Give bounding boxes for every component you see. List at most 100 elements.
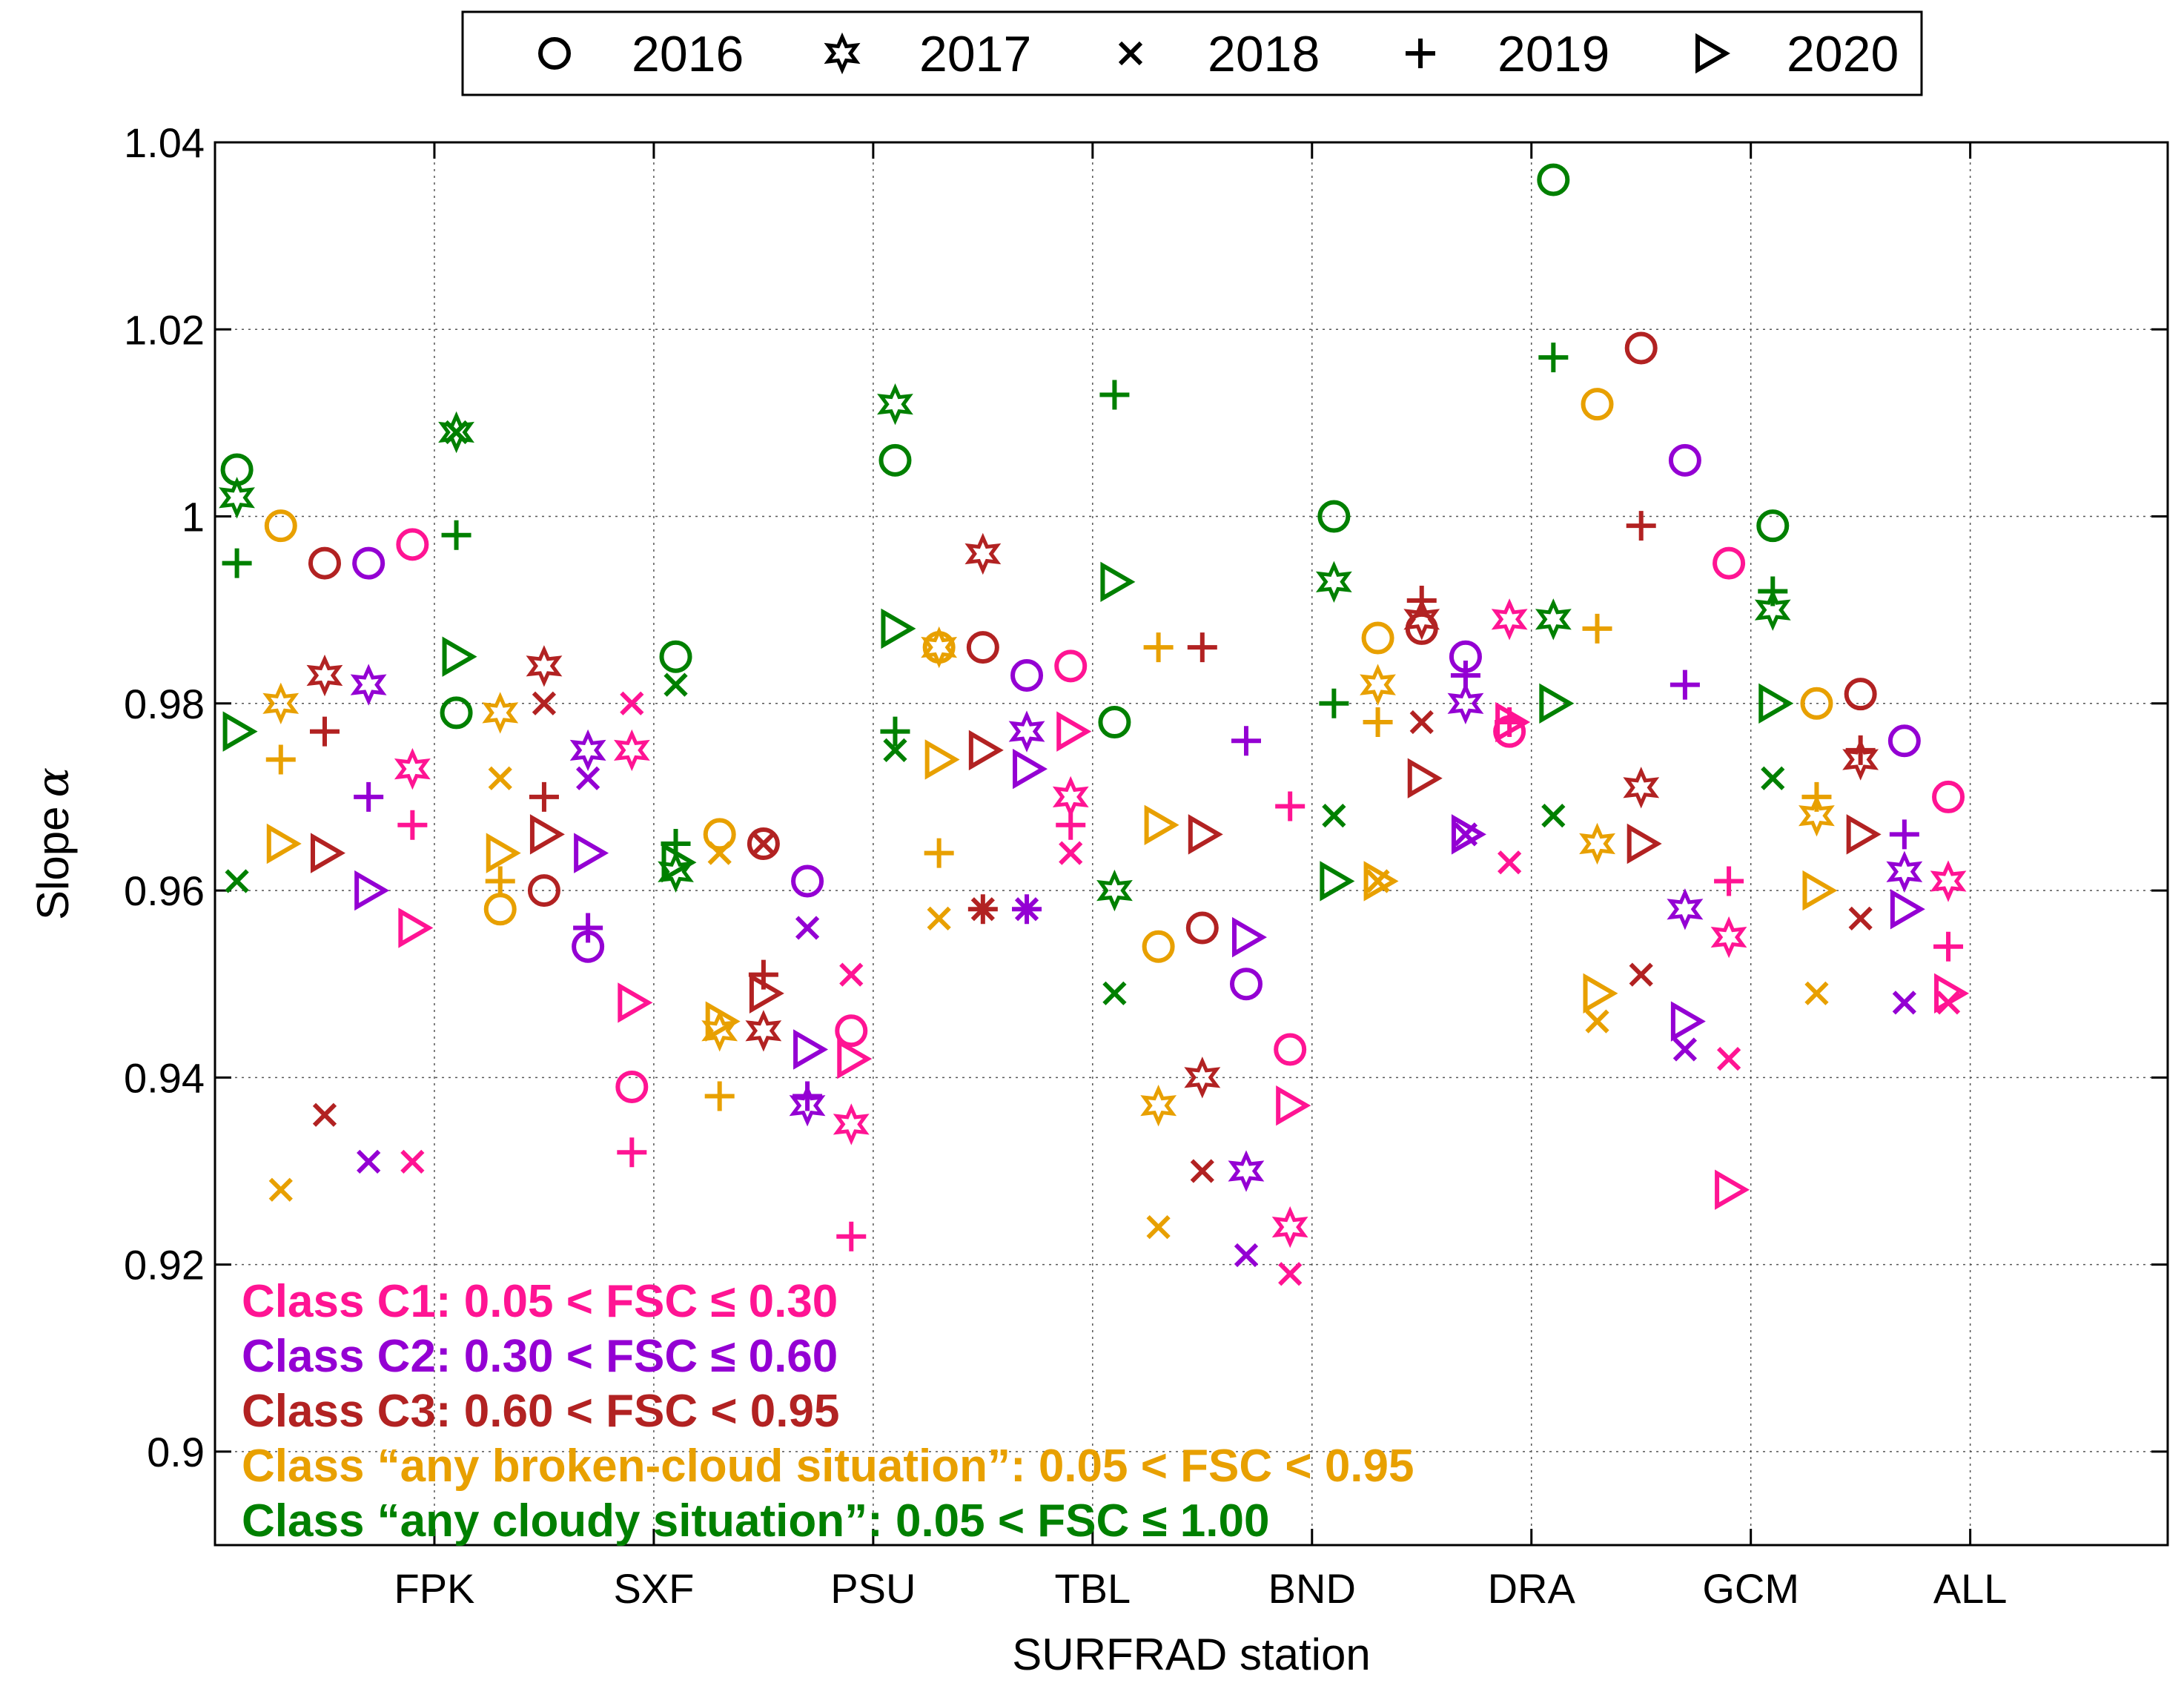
data-point-circle (527, 874, 560, 907)
data-point-circle (878, 443, 912, 477)
legend-label: 2019 (1498, 26, 1609, 82)
data-point-triangle (1670, 1001, 1706, 1042)
data-point-triangle (1846, 814, 1882, 855)
data-point-x (883, 738, 907, 762)
data-point-star (1842, 738, 1879, 781)
data-point-triangle (749, 973, 784, 1014)
x-tick-label: BND (1268, 1565, 1356, 1612)
data-point-triangle (618, 982, 653, 1023)
data-point-star (1140, 1085, 1177, 1127)
data-point-x (312, 1102, 337, 1127)
y-tick-label: 1.02 (124, 306, 205, 353)
legend-marker-triangle (1695, 33, 1730, 74)
data-point-star (1535, 598, 1572, 641)
data-point-x (1278, 1262, 1303, 1286)
data-point-star (964, 532, 1002, 575)
axes-frame (214, 141, 2169, 1547)
data-point-circle (1010, 658, 1044, 692)
data-point-plus (1714, 866, 1744, 896)
data-point-x (268, 1177, 293, 1202)
data-point-plus (1538, 343, 1569, 373)
data-point-triangle (1188, 814, 1223, 855)
data-point-x (357, 1149, 381, 1174)
data-point-x (1672, 1037, 1698, 1062)
data-point-x (1761, 766, 1785, 790)
data-point-triangle (1539, 683, 1575, 724)
data-point-circle (615, 1070, 649, 1103)
legend-label: 2020 (1787, 26, 1899, 82)
data-point-plus (309, 716, 340, 747)
data-point-x (488, 766, 512, 790)
data-point-x (1716, 1046, 1741, 1071)
data-point-x (1629, 962, 1653, 987)
data-point-triangle (266, 823, 302, 864)
data-point-x (927, 906, 951, 931)
data-point-plus (1143, 632, 1174, 663)
data-point-triangle (1451, 814, 1486, 855)
x-tick-label: FPK (394, 1565, 474, 1612)
data-point-star (394, 747, 431, 790)
data-point-star (745, 1010, 782, 1052)
legend-label: 2017 (919, 26, 1031, 82)
y-tick-label: 0.98 (124, 681, 205, 727)
data-point-x (1409, 710, 1434, 735)
data-point-circle (352, 546, 385, 580)
data-point-circle (264, 509, 297, 543)
x-tick-label: ALL (1933, 1565, 2008, 1612)
data-point-x (1014, 897, 1039, 922)
data-point-star (262, 682, 300, 725)
x-tick-label: GCM (1702, 1565, 1799, 1612)
data-point-x (1102, 981, 1127, 1005)
data-point-triangle (1583, 973, 1618, 1014)
data-point-triangle (1407, 758, 1443, 798)
data-point-plus (617, 1137, 647, 1168)
data-point-plus (1582, 613, 1612, 644)
legend-marker-x (1118, 41, 1143, 66)
data-point-triangle (1231, 916, 1267, 958)
data-point-star (306, 654, 343, 697)
data-point-x (1848, 906, 1873, 931)
data-point-x (707, 841, 732, 865)
data-point-plus (1099, 380, 1130, 410)
data-point-circle (1274, 1033, 1307, 1066)
data-point-star (1886, 850, 1923, 893)
data-point-circle (791, 864, 824, 898)
data-point-x (1892, 991, 1916, 1015)
data-point-star (833, 1103, 870, 1145)
data-point-star (1096, 869, 1133, 912)
data-point-circle (1713, 546, 1746, 580)
data-point-circle (747, 827, 780, 860)
data-point-star (1184, 1057, 1221, 1099)
class-label-c2: Class C2: 0.30 < FSC ≤ 0.60 (242, 1331, 838, 1382)
data-point-triangle (222, 711, 258, 752)
legend: 2016 2017 2018 2019 2020 (461, 10, 1923, 96)
data-point-plus (1670, 669, 1700, 700)
x-tick-label: TBL (1054, 1565, 1131, 1612)
data-point-circle (1932, 780, 1965, 813)
data-point-x (1804, 981, 1829, 1005)
data-point-x (225, 869, 249, 893)
legend-box (461, 10, 1923, 96)
data-point-x (1585, 1009, 1609, 1034)
data-point-circle (1668, 443, 1701, 477)
data-point-star (921, 626, 958, 669)
data-point-plus (1056, 810, 1086, 840)
data-point-circle (1537, 163, 1570, 196)
y-tick-label: 0.92 (124, 1242, 205, 1289)
data-point-star (1008, 710, 1045, 753)
data-point-star (613, 729, 650, 772)
class-label-c1: Class C1: 0.05 < FSC ≤ 0.30 (242, 1276, 838, 1327)
data-point-star (350, 664, 387, 706)
data-point-star (789, 1085, 826, 1127)
legend-label: 2016 (632, 26, 744, 82)
data-point-star (219, 477, 255, 519)
data-point-star (658, 850, 694, 893)
data-point-star (1315, 561, 1352, 603)
data-point-triangle (1758, 683, 1794, 724)
data-point-triangle (529, 814, 565, 855)
data-point-plus (265, 744, 296, 775)
class-label-abc: Class “any broken-cloud situation”: 0.05… (242, 1441, 1414, 1492)
class-label-acs: Class “any cloudy situation”: 0.05 < FSC… (242, 1495, 1269, 1547)
data-point-circle (1581, 388, 1614, 421)
